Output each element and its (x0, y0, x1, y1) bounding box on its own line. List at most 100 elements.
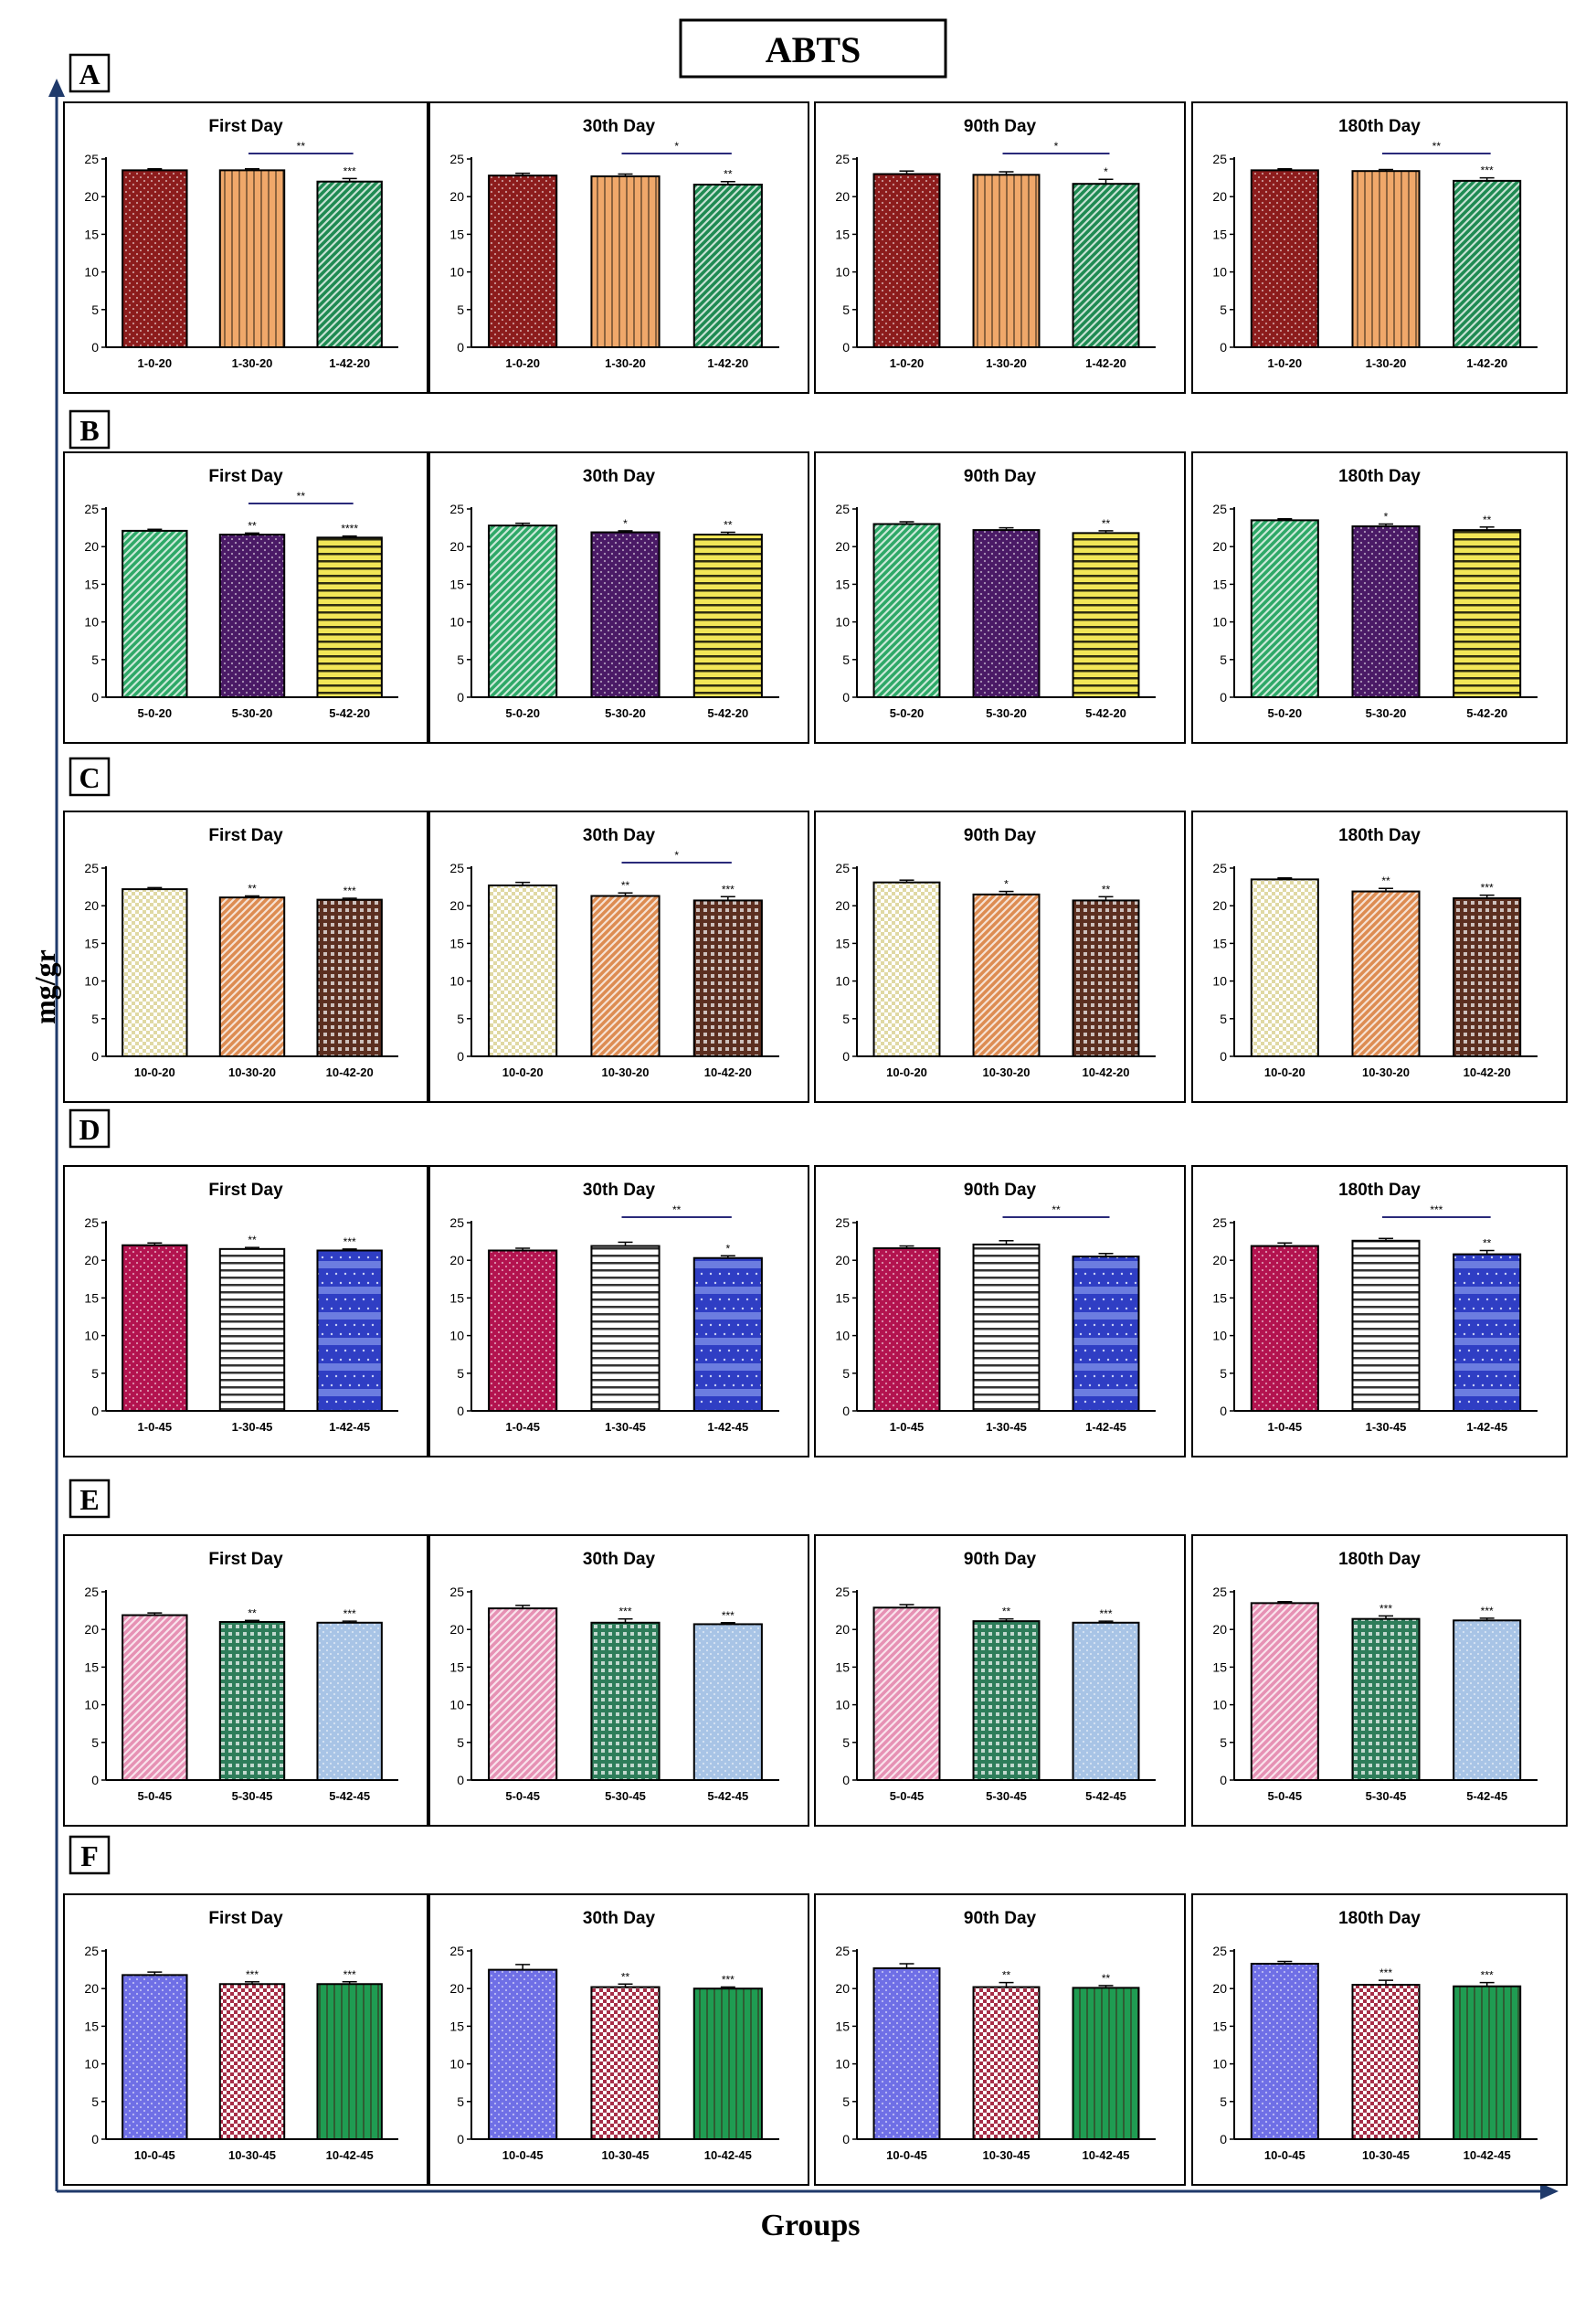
significance-stars: *** (344, 164, 356, 177)
y-tick-label: 10 (1212, 2057, 1227, 2072)
panel-title: 30th Day (583, 1550, 656, 1569)
x-tick-label: 10-30-45 (1362, 2148, 1410, 2162)
y-tick-label: 20 (1212, 189, 1227, 204)
panel-f-1: First Day 0 5 10 15 20 25 10-0-45 *** 10-30-45 ***… (63, 1893, 428, 2186)
panel-title: 180th Day (1338, 1181, 1421, 1200)
y-tick-label: 5 (91, 1735, 99, 1750)
significance-stars: *** (1481, 1605, 1494, 1617)
x-tick-label: 10-30-20 (1362, 1065, 1410, 1079)
bar (1072, 1621, 1140, 1782)
y-tick-label: 5 (842, 652, 850, 667)
significance-stars: *** (1099, 1607, 1112, 1620)
significance-stars: *** (722, 1974, 735, 1987)
x-tick-label: 5-30-20 (1366, 706, 1407, 720)
y-tick-label: 20 (84, 539, 99, 554)
significance-stars: ** (248, 1234, 257, 1246)
bracket-label: ** (672, 1203, 682, 1216)
bar (488, 884, 558, 1058)
y-tick-label: 20 (449, 898, 464, 913)
significance-stars: ** (248, 882, 257, 895)
x-tick-label: 10-42-20 (704, 1065, 752, 1079)
y-tick-label: 25 (449, 1944, 464, 1958)
y-tick-label: 15 (449, 936, 464, 950)
panel-title: 180th Day (1338, 826, 1421, 845)
significance-stars: ** (1102, 1972, 1111, 1985)
y-tick-label: 0 (1220, 1773, 1227, 1787)
row-e: E First Day 0 5 10 15 20 25 5-0-45 ** 5-30-45 *** 5-… (63, 1479, 1568, 1827)
bar (1351, 170, 1421, 348)
y-tick-label: 25 (449, 152, 464, 166)
significance-stars: ** (724, 168, 733, 181)
y-tick-label: 0 (842, 2132, 850, 2146)
y-tick-label: 15 (835, 1659, 850, 1674)
panel-title: First Day (208, 467, 283, 486)
bar (316, 1621, 383, 1782)
row-label-box (69, 1479, 111, 1519)
panel-c-3: 90th Day 0 5 10 15 20 25 10-0-20 * 10-30-20 ** 10-4… (814, 811, 1186, 1103)
panel-e-4: 180th Day 0 5 10 15 20 25 5-0-45 *** 5-30-45 *** 5-… (1191, 1534, 1568, 1827)
y-tick-label: 0 (1220, 2132, 1227, 2146)
bar (316, 1249, 383, 1413)
outer-x-axis-arrow (1540, 2183, 1559, 2199)
row-label: F (80, 1839, 99, 1872)
row-label: B (79, 414, 99, 447)
bar (122, 529, 188, 698)
bar (1351, 1617, 1421, 1781)
bar (218, 1983, 286, 2141)
panel-d-3: 90th Day 0 5 10 15 20 25 1-0-45 1-30-45 1-42-45 ** (814, 1165, 1186, 1457)
y-tick-label: 15 (1212, 936, 1227, 950)
y-tick-label: 0 (842, 1404, 850, 1418)
y-tick-label: 0 (842, 690, 850, 705)
panel-title: First Day (208, 826, 283, 845)
y-tick-label: 15 (835, 227, 850, 241)
x-tick-label: 1-0-20 (505, 356, 540, 370)
y-tick-label: 5 (842, 1366, 850, 1381)
x-tick-label: 1-42-45 (329, 1420, 370, 1434)
y-tick-label: 5 (457, 1012, 464, 1026)
panel-c-1: First Day 0 5 10 15 20 25 10-0-20 ** 10-30-20 *** 1… (63, 811, 428, 1103)
y-tick-label: 25 (1212, 1944, 1227, 1958)
y-tick-label: 0 (1220, 690, 1227, 705)
significance-stars: *** (344, 1607, 356, 1620)
bar (1250, 1245, 1319, 1412)
significance-stars: ** (248, 519, 257, 532)
y-tick-label: 5 (842, 302, 850, 317)
y-tick-label: 0 (457, 1049, 464, 1064)
row-label-box (69, 1835, 111, 1875)
y-tick-label: 0 (842, 1049, 850, 1064)
y-tick-label: 25 (84, 1585, 99, 1599)
bar (218, 169, 286, 348)
y-tick-label: 0 (842, 340, 850, 355)
x-tick-label: 10-42-20 (1082, 1065, 1129, 1079)
x-tick-label: 1-42-45 (1466, 1420, 1507, 1434)
y-tick-label: 25 (84, 152, 99, 166)
x-tick-label: 1-30-20 (1366, 356, 1407, 370)
y-tick-label: 10 (449, 615, 464, 630)
panel-a-4: 180th Day 0 5 10 15 20 25 1-0-20 1-30-20 *** 1-42-… (1191, 101, 1568, 394)
y-tick-label: 15 (835, 2019, 850, 2033)
significance-stars: **** (341, 523, 358, 535)
panel-d-2: 30th Day 0 5 10 15 20 25 1-0-45 1-30-45 * 1-42-45 *… (428, 1165, 809, 1457)
panel-title: 180th Day (1338, 1909, 1421, 1928)
panel-b-4: 180th Day 0 5 10 15 20 25 5-0-20 * 5-30-20 ** 5-42-… (1191, 451, 1568, 744)
y-tick-label: 25 (449, 502, 464, 516)
x-tick-label: 5-0-45 (138, 1789, 173, 1803)
bar (1453, 1253, 1522, 1413)
row-label-box (69, 757, 111, 797)
x-tick-label: 1-0-45 (138, 1420, 173, 1434)
significance-stars: *** (344, 885, 356, 897)
y-tick-label: 15 (449, 577, 464, 591)
panel-title: First Day (208, 117, 283, 136)
y-tick-label: 20 (84, 1981, 99, 1996)
x-tick-label: 5-0-20 (505, 706, 540, 720)
significance-stars: * (1384, 510, 1389, 523)
x-tick-label: 1-42-20 (707, 356, 748, 370)
bracket-label: * (674, 140, 679, 153)
y-tick-label: 10 (449, 265, 464, 280)
x-tick-label: 5-30-45 (1366, 1789, 1407, 1803)
bar (316, 180, 383, 348)
row-label-box (69, 1108, 111, 1149)
x-tick-label: 10-30-45 (228, 2148, 276, 2162)
y-tick-label: 0 (91, 1049, 99, 1064)
